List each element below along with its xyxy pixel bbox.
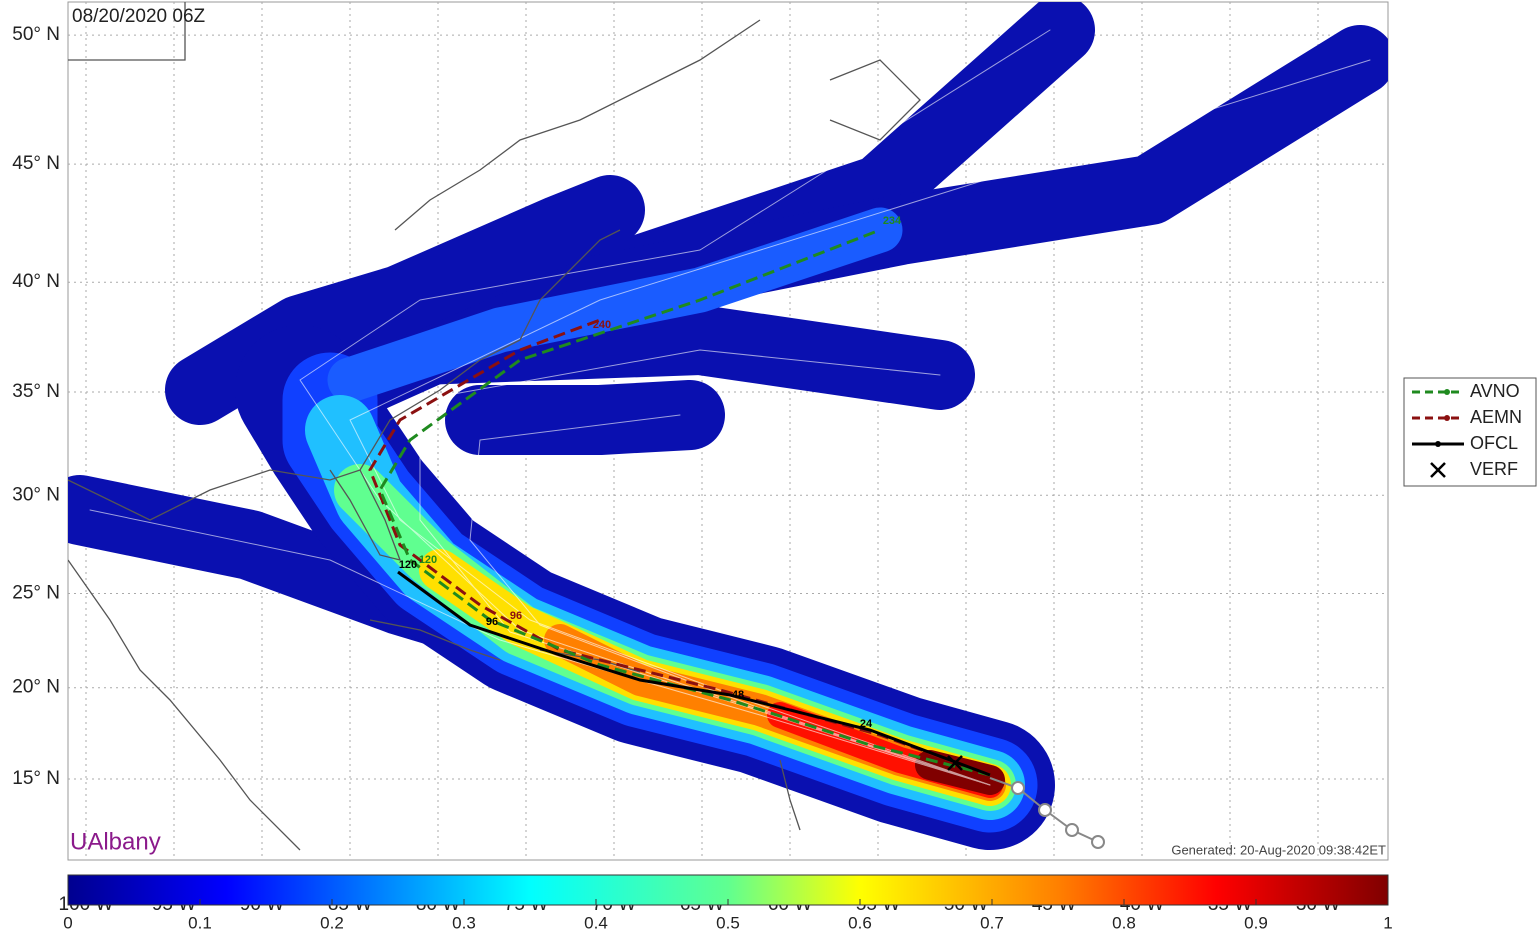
past-point	[1091, 835, 1105, 849]
probability-swaths	[68, 2, 1388, 850]
past-point	[1065, 823, 1079, 837]
legend-box	[1403, 377, 1537, 487]
track-label: 96	[486, 616, 498, 628]
past-point	[1011, 781, 1025, 795]
legend-dot	[1444, 415, 1450, 421]
colorbar-tick-label: 0.4	[584, 913, 608, 932]
lat-label: 25° N	[12, 582, 60, 603]
lat-label: 20° N	[12, 677, 60, 698]
track-label: 48	[732, 689, 744, 701]
coastlines	[68, 2, 921, 851]
track-label: 120	[399, 559, 417, 571]
track-label: 96	[510, 610, 522, 622]
avno-track	[378, 228, 991, 777]
track-label: 24	[860, 718, 873, 730]
credit: UAlbany	[70, 828, 161, 855]
colorbar-tick-label: 0.7	[980, 913, 1004, 932]
colorbar-tick-label: 0.1	[188, 913, 212, 932]
colorbar-tick-label: 0.3	[452, 913, 476, 932]
lat-label: 15° N	[12, 768, 60, 789]
legend-dot	[1444, 389, 1450, 395]
legend-label: AVNO	[1470, 381, 1520, 401]
legend-dot	[1435, 441, 1441, 447]
lat-label: 35° N	[12, 381, 60, 402]
colorbar-tick-label: 0.5	[716, 913, 740, 932]
past-point	[1038, 803, 1052, 817]
colorbar-tick-label: 0.2	[320, 913, 344, 932]
map-title: 08/20/2020 06Z	[72, 6, 206, 27]
track-label: 234	[883, 215, 902, 227]
lat-label: 50° N	[12, 24, 60, 45]
legend-label: AEMN	[1470, 407, 1522, 427]
ofcl-track	[397, 570, 991, 777]
legend-label: VERF	[1470, 459, 1518, 479]
colorbar-tick-label: 0.8	[1112, 913, 1136, 932]
lat-label: 45° N	[12, 153, 60, 174]
legend-label: OFCL	[1470, 433, 1518, 453]
colorbar-tick-label: 0	[63, 913, 72, 932]
colorbar-tick-label: 0.9	[1244, 913, 1268, 932]
legend: AVNO AEMN OFCL VERF	[1403, 377, 1537, 487]
legend-cross	[1430, 462, 1446, 478]
colorbar-tick-label: 1	[1383, 913, 1392, 932]
colorbar-tick-label: 0.6	[848, 913, 872, 932]
lat-label: 40° N	[12, 271, 60, 292]
lat-label: 30° N	[12, 484, 60, 505]
track-label: 240	[593, 319, 611, 331]
forecast-tracks	[368, 228, 1105, 849]
track-label: 120	[419, 554, 437, 566]
generated-stamp: Generated: 20-Aug-2020 09:38:42ET	[1171, 842, 1386, 857]
verf-marker	[947, 755, 963, 771]
